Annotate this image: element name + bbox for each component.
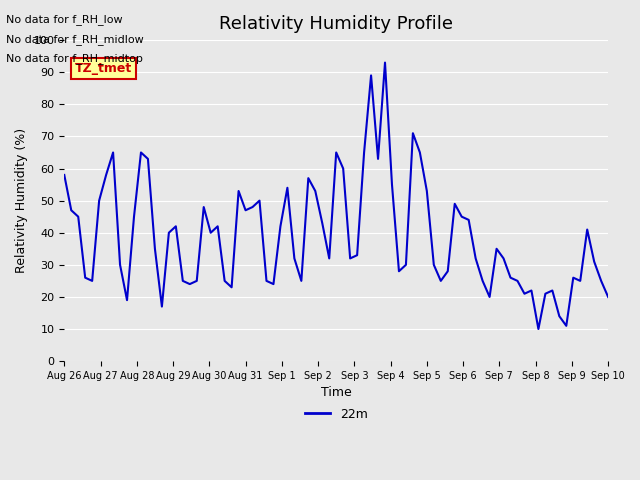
Text: No data for f_RH_midlow: No data for f_RH_midlow	[6, 34, 144, 45]
X-axis label: Time: Time	[321, 386, 351, 399]
Legend: 22m: 22m	[300, 403, 372, 425]
Title: Relativity Humidity Profile: Relativity Humidity Profile	[220, 15, 453, 33]
Y-axis label: Relativity Humidity (%): Relativity Humidity (%)	[15, 128, 28, 273]
Text: TZ_tmet: TZ_tmet	[75, 62, 132, 75]
Text: No data for f_RH_low: No data for f_RH_low	[6, 14, 123, 25]
Text: No data for f_RH_midtop: No data for f_RH_midtop	[6, 53, 143, 64]
